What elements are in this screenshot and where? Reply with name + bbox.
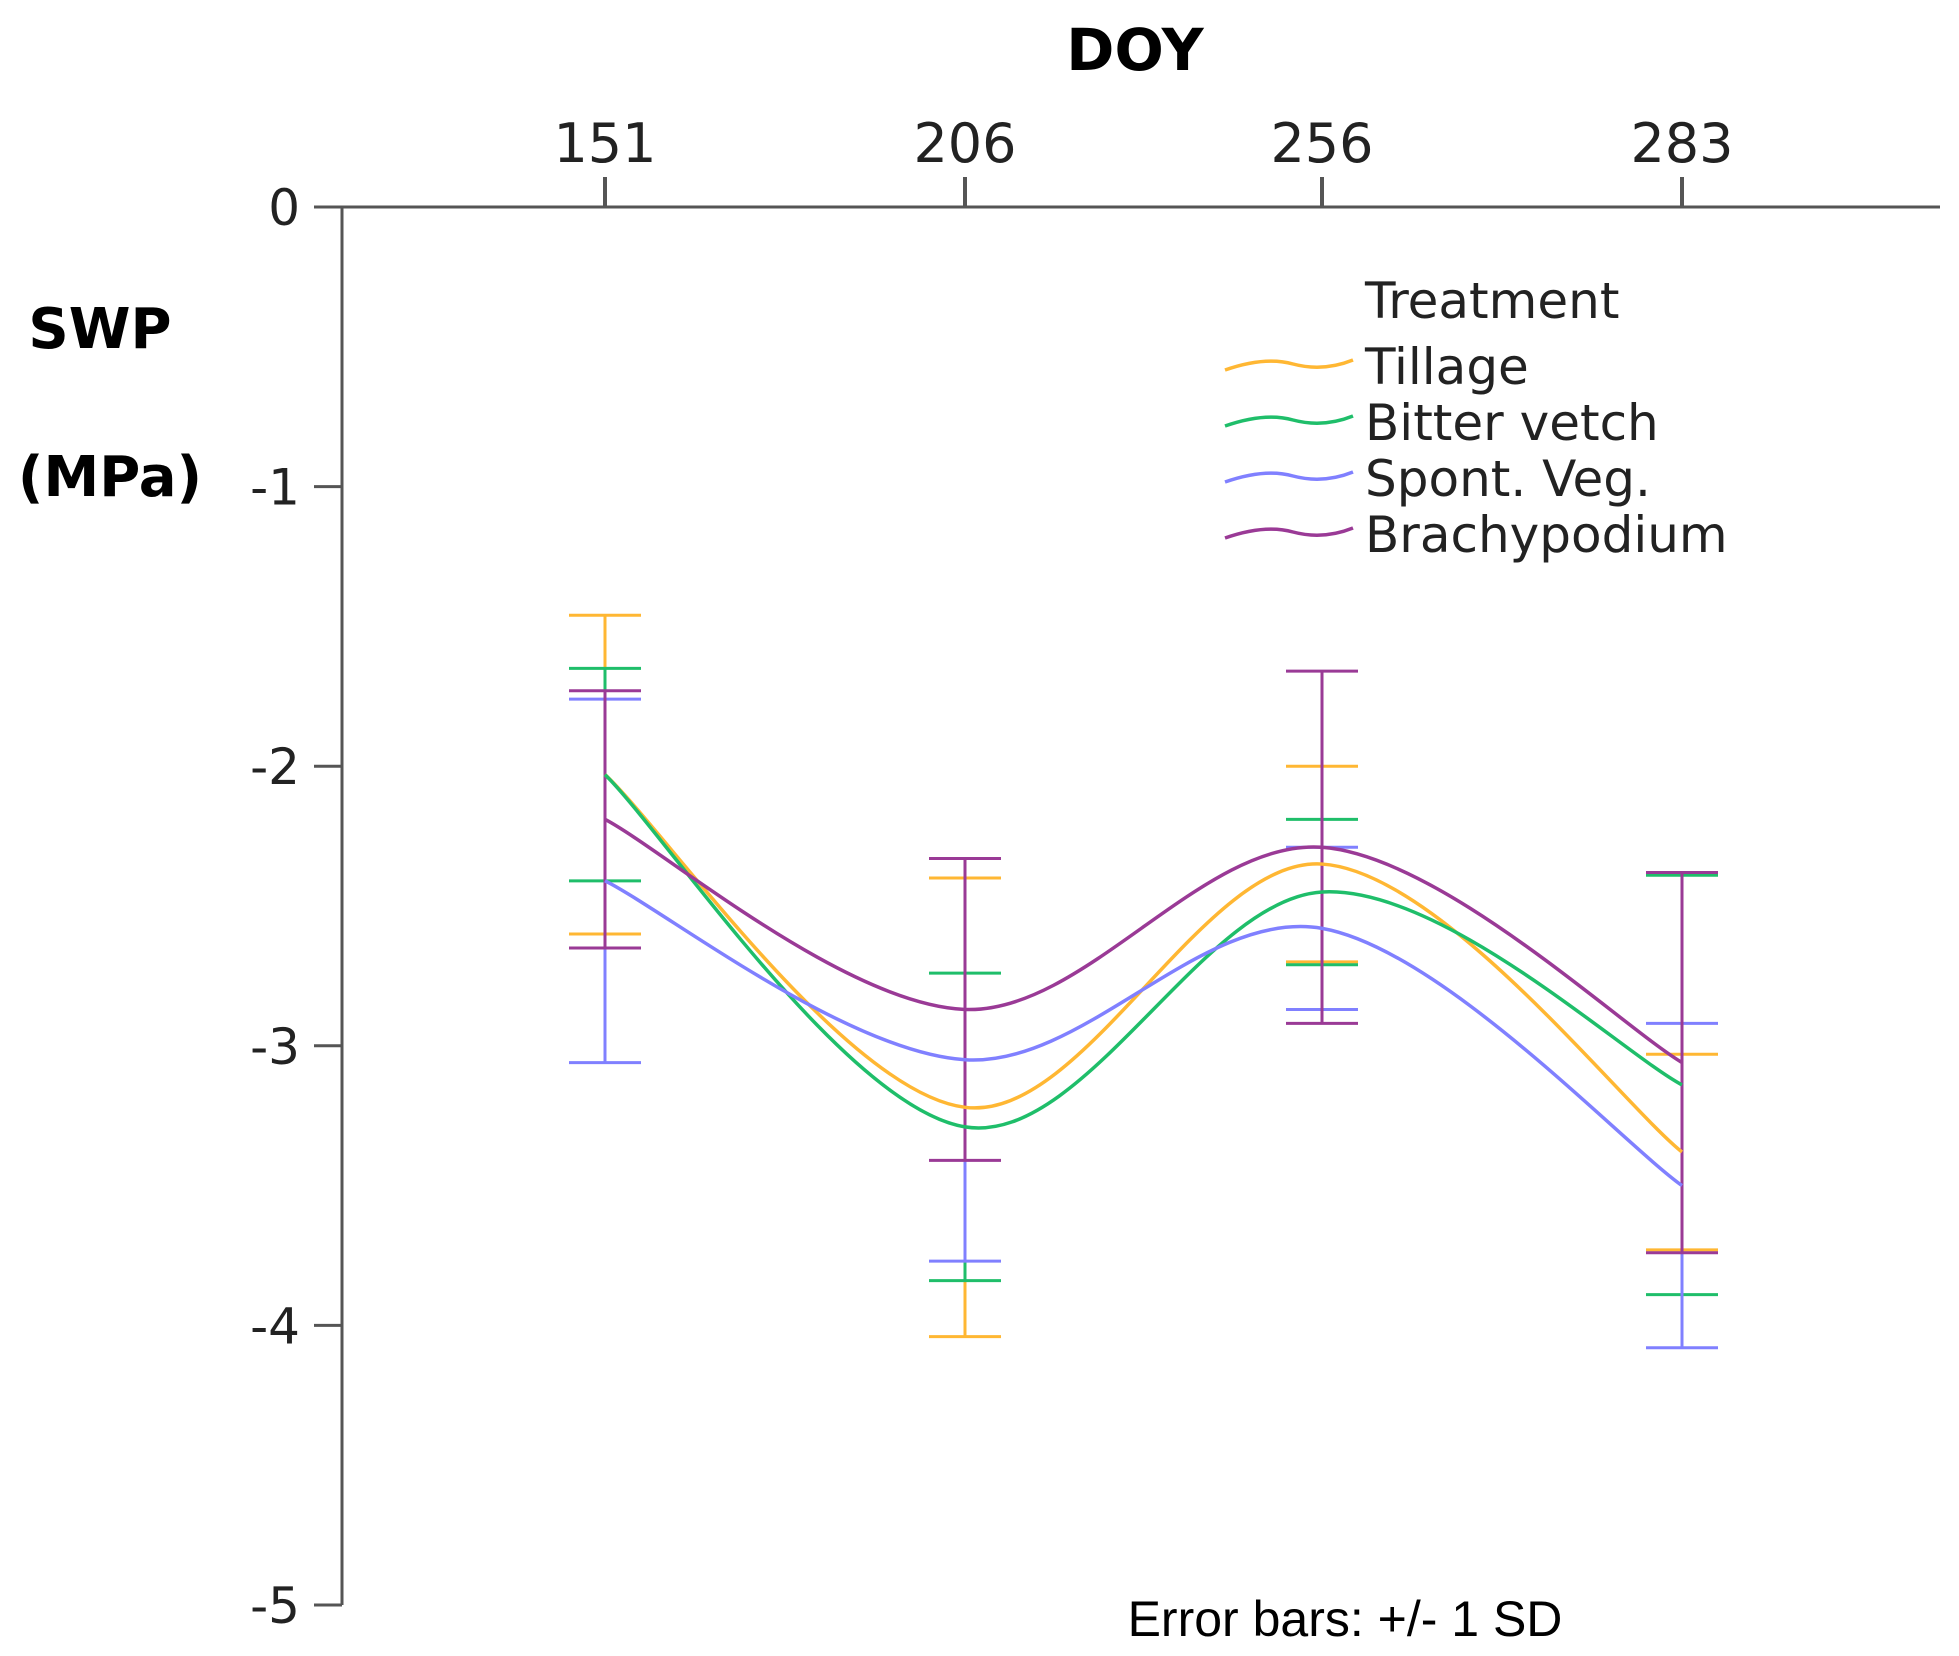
x-tick-label: 283 — [1630, 112, 1733, 175]
series-line — [603, 773, 1684, 1154]
legend-title: Treatment — [1364, 272, 1619, 330]
legend-swatch — [1224, 470, 1354, 484]
y-axis-ticks: 0 -1 -2 -3 -4 -5 — [250, 179, 342, 1635]
series-line — [604, 817, 1683, 1065]
y-axis-title-unit: (MPa) — [18, 445, 202, 510]
x-axis-title: DOY — [1066, 16, 1204, 84]
y-tick-label: -4 — [250, 1297, 300, 1355]
legend-swatch — [1224, 358, 1354, 372]
legend-label: Bitter vetch — [1365, 394, 1659, 452]
legend-label: Brachypodium — [1365, 506, 1728, 564]
y-tick-label: -1 — [250, 459, 300, 517]
error-bars — [569, 613, 1718, 1350]
legend-swatch — [1224, 526, 1354, 540]
series-line — [604, 879, 1684, 1188]
x-tick-label: 256 — [1270, 112, 1373, 175]
series-line — [603, 773, 1683, 1130]
x-tick-label: 151 — [553, 112, 656, 175]
x-axis-ticks: 151 206 256 283 — [553, 112, 1734, 207]
y-tick-label: -5 — [250, 1577, 300, 1635]
series-lines — [603, 773, 1684, 1188]
y-tick-label: -3 — [250, 1018, 300, 1076]
error-bars-note: Error bars: +/- 1 SD — [1128, 1591, 1563, 1647]
y-tick-label: -2 — [250, 738, 300, 796]
x-tick-label: 206 — [913, 112, 1016, 175]
legend-label: Tillage — [1364, 338, 1529, 396]
legend-label: Spont. Veg. — [1365, 450, 1651, 508]
y-tick-label: 0 — [268, 179, 300, 237]
y-axis-title-swp: SWP — [28, 297, 171, 362]
legend-swatch — [1224, 414, 1354, 428]
